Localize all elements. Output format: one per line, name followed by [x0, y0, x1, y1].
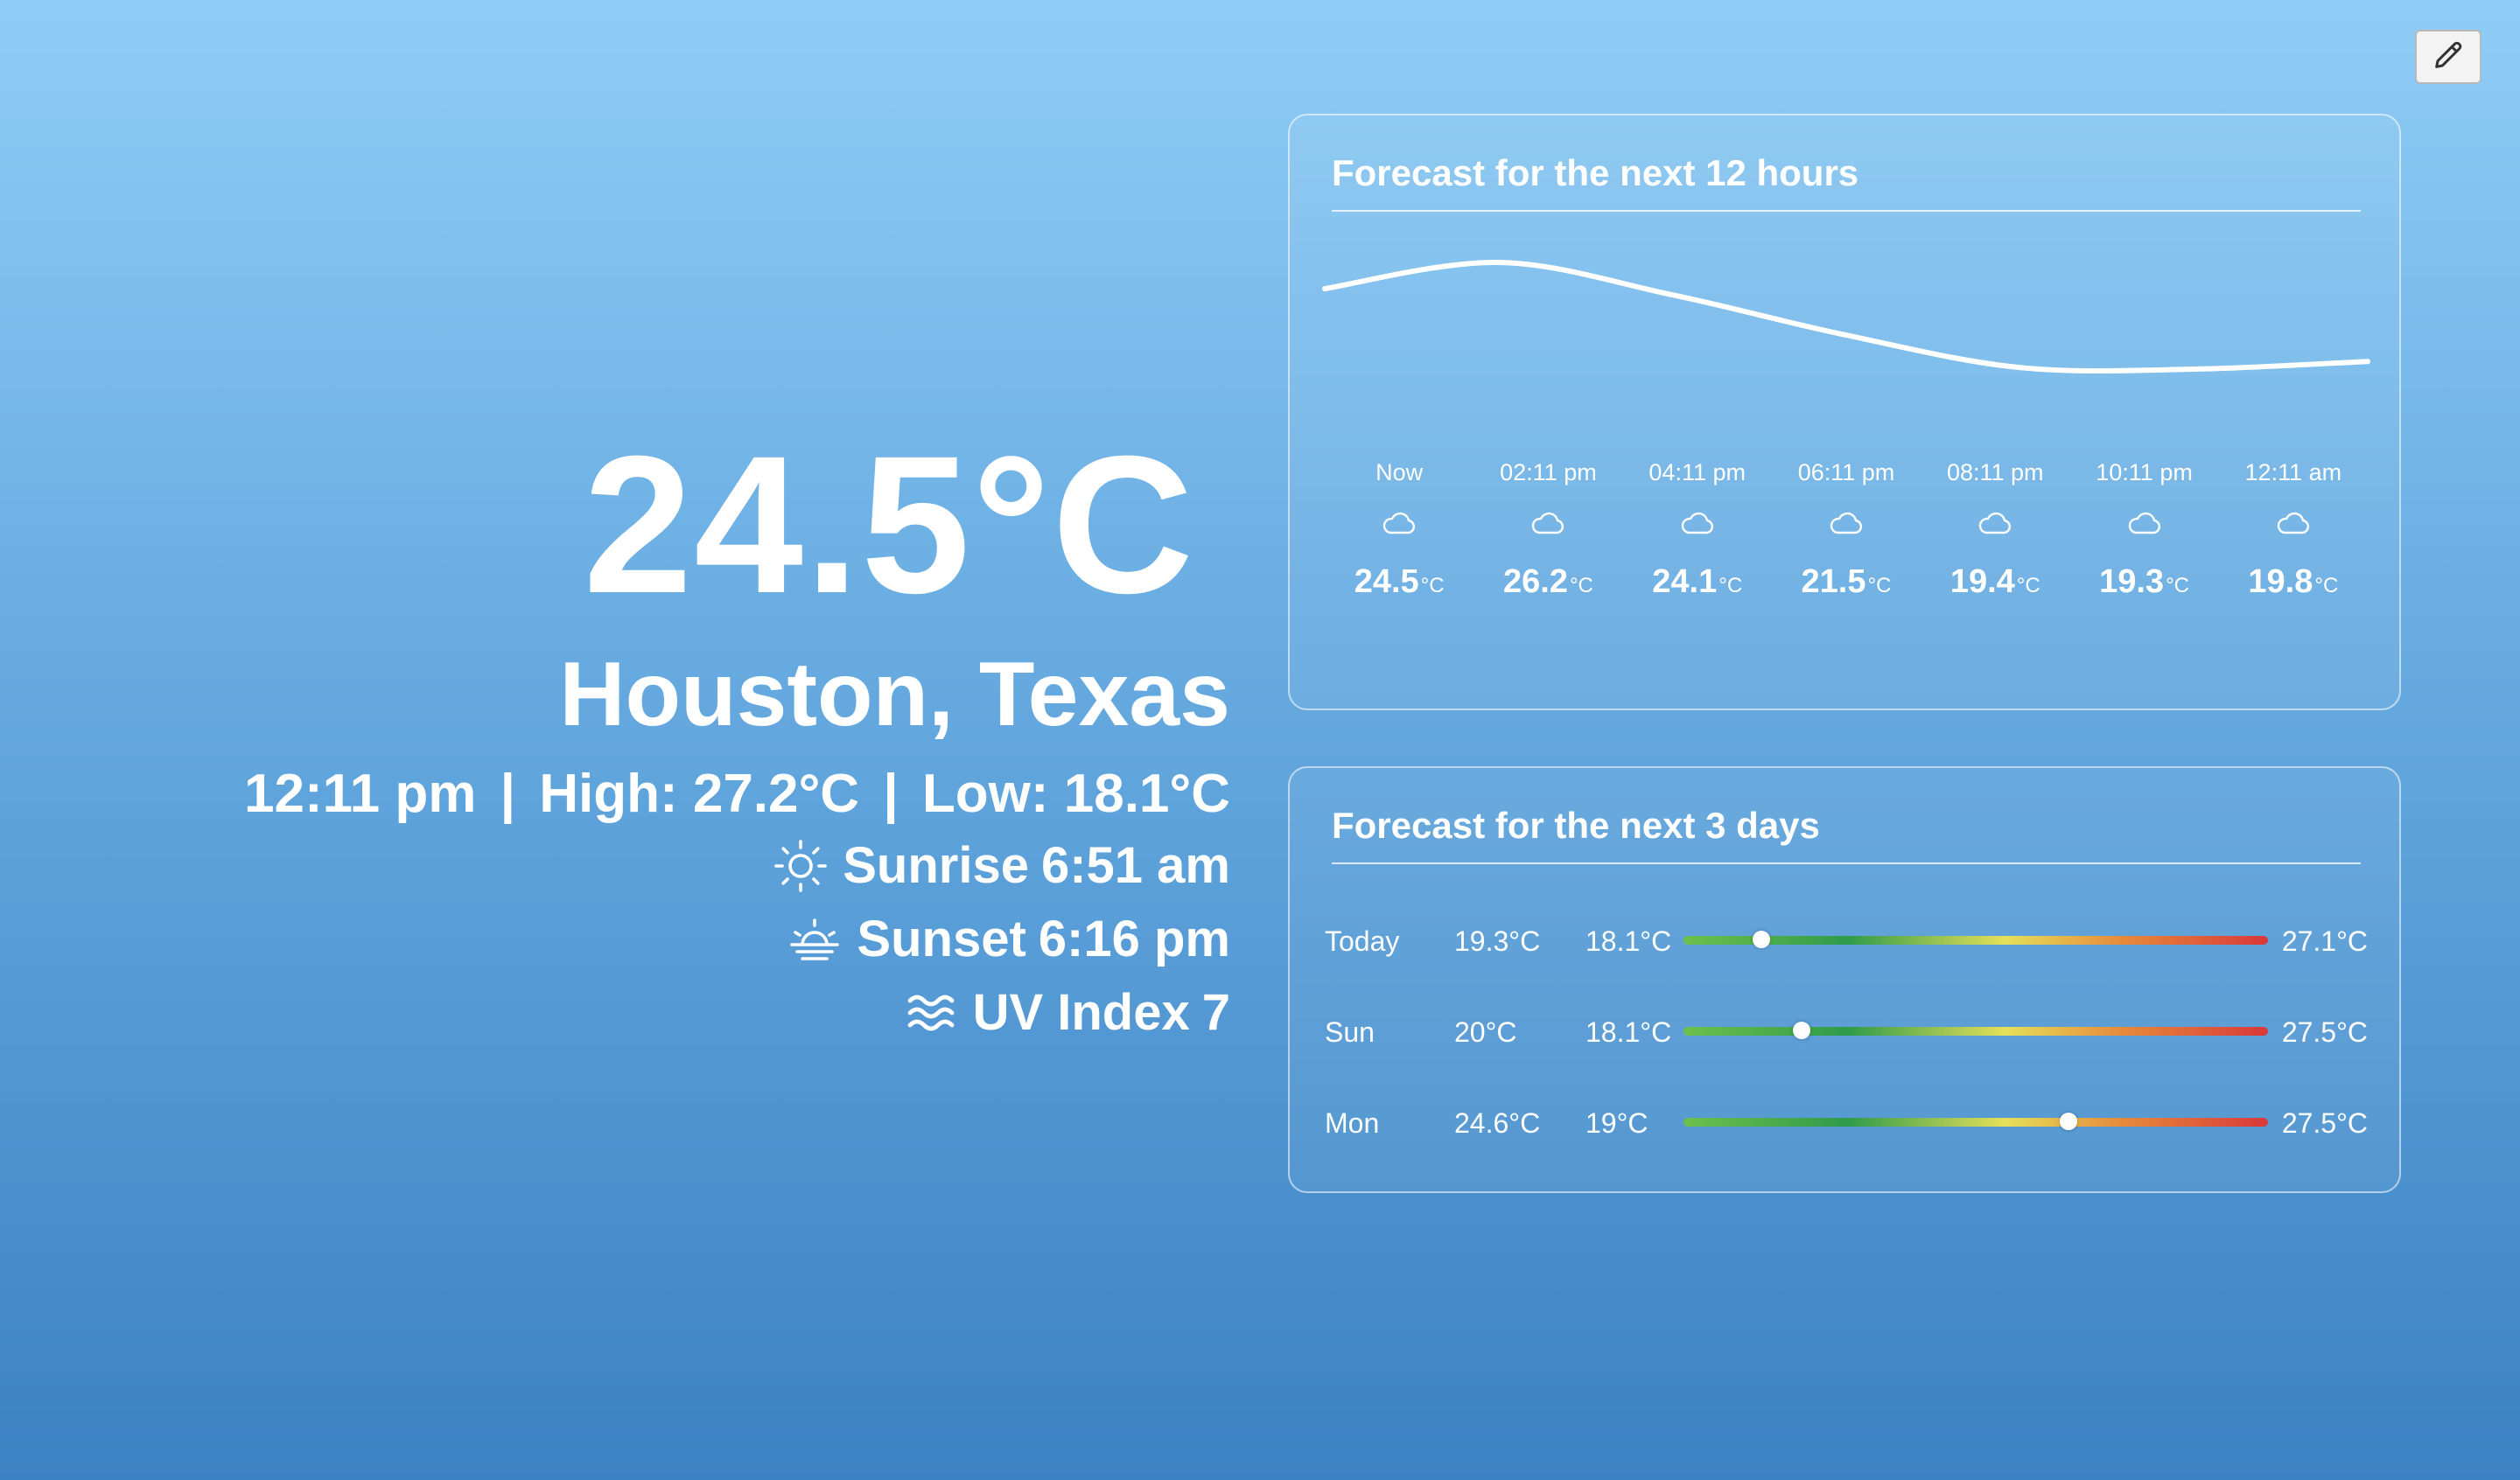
- sun-icon: [769, 834, 832, 897]
- range-gradient: [1684, 936, 2268, 945]
- today-summary: 12:11 pm | High: 27.2°C | Low: 18.1°C: [244, 759, 1230, 829]
- hour-temperature-value: 24.1: [1652, 563, 1718, 600]
- uv-row: UV Index 7: [244, 976, 1230, 1050]
- day-high-temperature: 27.5°C: [2281, 1107, 2368, 1139]
- day-low-temperature: 18.1°C: [1586, 925, 1672, 957]
- hour-temperature-unit: °C: [1718, 574, 1743, 597]
- uv-value: 7: [1201, 984, 1230, 1041]
- hour-temperature-unit: °C: [2016, 574, 2040, 597]
- location-name: Houston, Texas: [559, 644, 1230, 745]
- daily-row: Mon 24.6°C 19°C 27.5°C: [1325, 1097, 2368, 1149]
- sunrise-label: Sunrise: [843, 837, 1029, 894]
- hour-temperature: 19.8°C: [2248, 560, 2338, 608]
- hourly-item: 06:11 pm 21.5°C: [1772, 457, 1921, 667]
- hour-temperature-value: 21.5: [1801, 563, 1866, 600]
- day-name: Today: [1325, 925, 1400, 957]
- hourly-list: Now 24.5°C 02:11 pm 26.2°C 04:11 pm 24.1°C 06:…: [1325, 457, 2368, 667]
- range-gradient: [1684, 1027, 2268, 1036]
- current-temperature-marker: [2060, 1113, 2078, 1130]
- hour-time: 08:11 pm: [1946, 459, 2044, 485]
- current-time: 12:11 pm: [244, 764, 477, 824]
- hour-temperature: 19.4°C: [1950, 560, 2040, 608]
- sunset-row: Sunset 6:16 pm: [244, 903, 1230, 976]
- day-current-temperature: 20°C: [1454, 1016, 1517, 1048]
- day-low-temperature: 18.1°C: [1586, 1016, 1672, 1048]
- cloud-icon: [2274, 507, 2313, 537]
- cloud-icon: [1976, 507, 2014, 537]
- hour-temperature-value: 19.8: [2248, 563, 2314, 600]
- hour-time: Now: [1376, 459, 1424, 485]
- current-temperature-marker: [1793, 1022, 1810, 1039]
- sunset-icon: [783, 908, 846, 971]
- hourly-forecast-panel: Forecast for the next 12 hours Now 24.5°C…: [1288, 114, 2401, 710]
- sunset-time: 6:16 pm: [1038, 911, 1230, 967]
- temperature-range-bar: [1684, 1113, 2268, 1130]
- cloud-icon: [2125, 507, 2164, 537]
- cloud-icon: [1678, 507, 1717, 537]
- separator: |: [500, 764, 515, 824]
- daily-forecast-panel: Forecast for the next 3 days Today 19.3°C…: [1288, 766, 2401, 1193]
- hour-temperature: 26.2°C: [1503, 560, 1593, 608]
- current-temperature-marker: [1753, 931, 1771, 948]
- day-high-temperature: 27.1°C: [2281, 925, 2368, 957]
- hour-temperature-value: 19.4: [1950, 563, 2015, 600]
- day-low-temperature: 19°C: [1586, 1107, 1648, 1139]
- day-current-temperature: 24.6°C: [1454, 1107, 1541, 1139]
- day-name: Sun: [1325, 1016, 1375, 1048]
- current-temperature: 24.5°C: [583, 415, 1195, 634]
- temperature-range-bar: [1684, 1022, 2268, 1039]
- daily-row: Sun 20°C 18.1°C 27.5°C: [1325, 1006, 2368, 1058]
- hour-temperature-value: 26.2: [1502, 563, 1568, 600]
- hourly-forecast-title: Forecast for the next 12 hours: [1332, 152, 2361, 212]
- hourly-item: 12:11 am 19.8°C: [2219, 457, 2368, 667]
- hour-temperature-unit: °C: [2166, 574, 2189, 597]
- day-high-temperature: 27.5°C: [2281, 1016, 2368, 1048]
- hour-temperature-unit: °C: [1420, 574, 1445, 597]
- hour-temperature-unit: °C: [1867, 574, 1892, 597]
- hourly-item: Now 24.5°C: [1325, 457, 1474, 667]
- hour-temperature-unit: °C: [1569, 574, 1593, 597]
- hour-time: 10:11 pm: [2096, 459, 2193, 485]
- temperature-curve: [1322, 247, 2370, 509]
- hourly-item: 08:11 pm 19.4°C: [1921, 457, 2069, 667]
- cloud-icon: [1827, 507, 1866, 537]
- sunrise-time: 6:51 am: [1040, 837, 1230, 894]
- hour-time: 06:11 pm: [1797, 459, 1895, 485]
- waves-icon: [900, 981, 962, 1044]
- low-temperature: Low: 18.1°C: [921, 764, 1230, 824]
- high-temperature: High: 27.2°C: [539, 764, 860, 824]
- day-name: Mon: [1325, 1107, 1380, 1139]
- hour-temperature-value: 24.5: [1354, 563, 1419, 600]
- pencil-icon: [2431, 38, 2466, 77]
- sunrise-row: Sunrise 6:51 am: [244, 829, 1230, 903]
- separator: |: [883, 764, 899, 824]
- hour-temperature-value: 19.3: [2099, 563, 2165, 600]
- hourly-item: 10:11 pm 19.3°C: [2069, 457, 2218, 667]
- hour-temperature: 19.3°C: [2099, 560, 2189, 608]
- hour-temperature: 24.1°C: [1652, 560, 1742, 608]
- temperature-range-bar: [1684, 931, 2268, 948]
- hour-time: 04:11 pm: [1648, 459, 1746, 485]
- cloud-icon: [1380, 507, 1418, 537]
- hour-temperature: 21.5°C: [1802, 560, 1892, 608]
- sunset-label: Sunset: [857, 911, 1026, 967]
- cloud-icon: [1529, 507, 1567, 537]
- range-gradient: [1684, 1118, 2268, 1127]
- hour-time: 02:11 pm: [1500, 459, 1597, 485]
- hourly-item: 04:11 pm 24.1°C: [1623, 457, 1772, 667]
- day-current-temperature: 19.3°C: [1454, 925, 1541, 957]
- hour-temperature-unit: °C: [2314, 574, 2339, 597]
- daily-row: Today 19.3°C 18.1°C 27.1°C: [1325, 915, 2368, 967]
- daily-forecast-title: Forecast for the next 3 days: [1332, 805, 2361, 864]
- hour-temperature: 24.5°C: [1354, 560, 1445, 608]
- hour-time: 12:11 am: [2244, 459, 2342, 485]
- hourly-item: 02:11 pm 26.2°C: [1474, 457, 1622, 667]
- edit-button[interactable]: [2415, 30, 2482, 84]
- uv-label: UV Index: [972, 984, 1190, 1041]
- current-conditions: 24.5°C Houston, Texas 12:11 pm | High: 2…: [244, 415, 1230, 1050]
- temperature-curve-line: [1322, 259, 2370, 374]
